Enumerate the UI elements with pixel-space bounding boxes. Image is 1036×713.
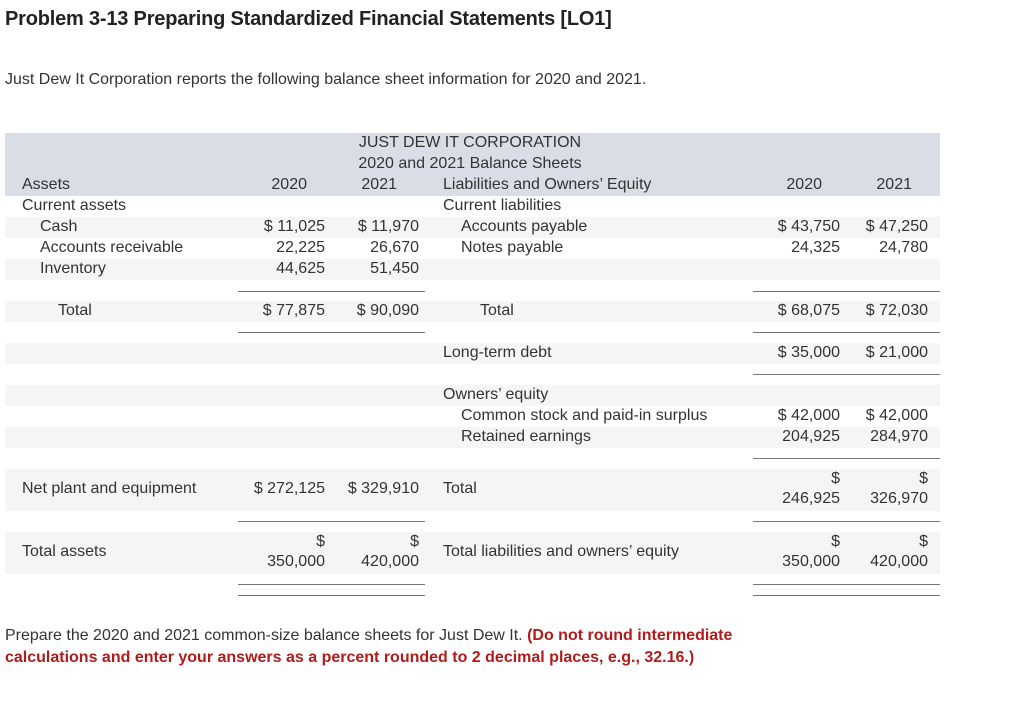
instructions: Prepare the 2020 and 2021 common-size ba… [5, 625, 765, 669]
row-band [5, 469, 940, 511]
inventory-label: Inventory [40, 260, 106, 277]
table-header-band [5, 133, 940, 196]
intro-text: Just Dew It Corporation reports the foll… [5, 71, 647, 88]
current-liab-total-label: Total [480, 302, 514, 319]
inventory-2020: 44,625 [276, 260, 325, 277]
current-assets-label: Current assets [22, 197, 127, 214]
double-line-bottom [753, 595, 940, 596]
oe-total-2020: 246,925 [782, 490, 840, 507]
total-le-2021: 420,000 [870, 553, 928, 570]
row-band [5, 427, 940, 448]
row-band [5, 385, 940, 406]
total-assets-2021: 420,000 [361, 553, 419, 570]
current-assets-total-label: Total [58, 302, 92, 319]
row-band [5, 217, 940, 238]
np-label: Notes payable [461, 239, 564, 256]
retained-earnings-label: Retained earnings [461, 428, 591, 445]
assets-year-2021: 2021 [361, 176, 397, 193]
ltd-2021: $ 21,000 [865, 344, 928, 361]
oe-total-2020-dollar: $ [831, 470, 840, 487]
npe-2020: $ 272,125 [253, 480, 325, 497]
subtotal-line [238, 291, 425, 292]
subtotal-line [753, 521, 940, 522]
liab-year-2021: 2021 [876, 176, 912, 193]
total-le-label: Total liabilities and owners’ equity [443, 543, 679, 560]
subtotal-line [753, 291, 940, 292]
total-assets-2020: 350,000 [267, 553, 325, 570]
cash-2021: $ 11,970 [357, 218, 419, 235]
inventory-2021: 51,450 [370, 260, 419, 277]
ar-2021: 26,670 [370, 239, 419, 256]
statement-subtitle: 2020 and 2021 Balance Sheets [358, 155, 582, 172]
owners-equity-label: Owners’ equity [443, 386, 549, 403]
company-name: JUST DEW IT CORPORATION [358, 134, 582, 151]
cash-2020: $ 11,025 [263, 218, 325, 235]
instructions-emphasis: (Do not round intermediate calculations … [5, 627, 733, 666]
ap-2020: $ 43,750 [777, 218, 840, 235]
ltd-2020: $ 35,000 [777, 344, 840, 361]
subtotal-line [753, 458, 940, 459]
ar-label: Accounts receivable [40, 239, 184, 256]
current-liabilities-label: Current liabilities [443, 197, 562, 214]
ltd-label: Long-term debt [443, 344, 552, 361]
cash-label: Cash [40, 218, 78, 235]
total-assets-2020-dollar: $ [316, 533, 325, 550]
total-le-2020: 350,000 [782, 553, 840, 570]
current-liab-total-2020: $ 68,075 [777, 302, 840, 319]
problem-title: Problem 3-13 Preparing Standardized Fina… [5, 8, 612, 30]
total-assets-2021-dollar: $ [410, 533, 419, 550]
retained-earnings-2021: 284,970 [870, 428, 928, 445]
common-stock-2020: $ 42,000 [777, 407, 840, 424]
row-band [5, 532, 940, 574]
row-band [5, 343, 940, 364]
ap-label: Accounts payable [461, 218, 588, 235]
subtotal-line [753, 374, 940, 375]
row-band [5, 259, 940, 280]
oe-total-2021-dollar: $ [919, 470, 928, 487]
total-le-2020-dollar: $ [831, 533, 840, 550]
npe-2021: $ 329,910 [347, 480, 419, 497]
current-assets-total-2020: $ 77,875 [262, 302, 325, 319]
subtotal-line [238, 521, 425, 522]
np-2021: 24,780 [879, 239, 928, 256]
common-stock-label: Common stock and paid-in surplus [461, 407, 708, 424]
retained-earnings-2020: 204,925 [782, 428, 840, 445]
double-line-bottom [238, 595, 425, 596]
total-assets-label: Total assets [22, 543, 107, 560]
total-le-2021-dollar: $ [919, 533, 928, 550]
current-liab-total-2021: $ 72,030 [865, 302, 928, 319]
oe-total-label: Total [443, 480, 477, 497]
assets-year-2020: 2020 [271, 176, 307, 193]
np-2020: 24,325 [791, 239, 840, 256]
ap-2021: $ 47,250 [865, 218, 928, 235]
double-line-top [753, 584, 940, 585]
common-stock-2021: $ 42,000 [865, 407, 928, 424]
npe-label: Net plant and equipment [22, 480, 197, 497]
total-line [238, 332, 425, 333]
assets-header: Assets [22, 176, 71, 193]
instructions-text: Prepare the 2020 and 2021 common-size ba… [5, 627, 523, 644]
liabilities-header: Liabilities and Owners’ Equity [443, 176, 652, 193]
oe-total-2021: 326,970 [870, 490, 928, 507]
ar-2020: 22,225 [276, 239, 325, 256]
balance-sheet-table: JUST DEW IT CORPORATION 2020 and 2021 Ba… [5, 133, 940, 603]
double-line-top [238, 584, 425, 585]
liab-year-2020: 2020 [786, 176, 822, 193]
current-assets-total-2021: $ 90,090 [356, 302, 419, 319]
row-band [5, 301, 940, 322]
total-line [753, 332, 940, 333]
